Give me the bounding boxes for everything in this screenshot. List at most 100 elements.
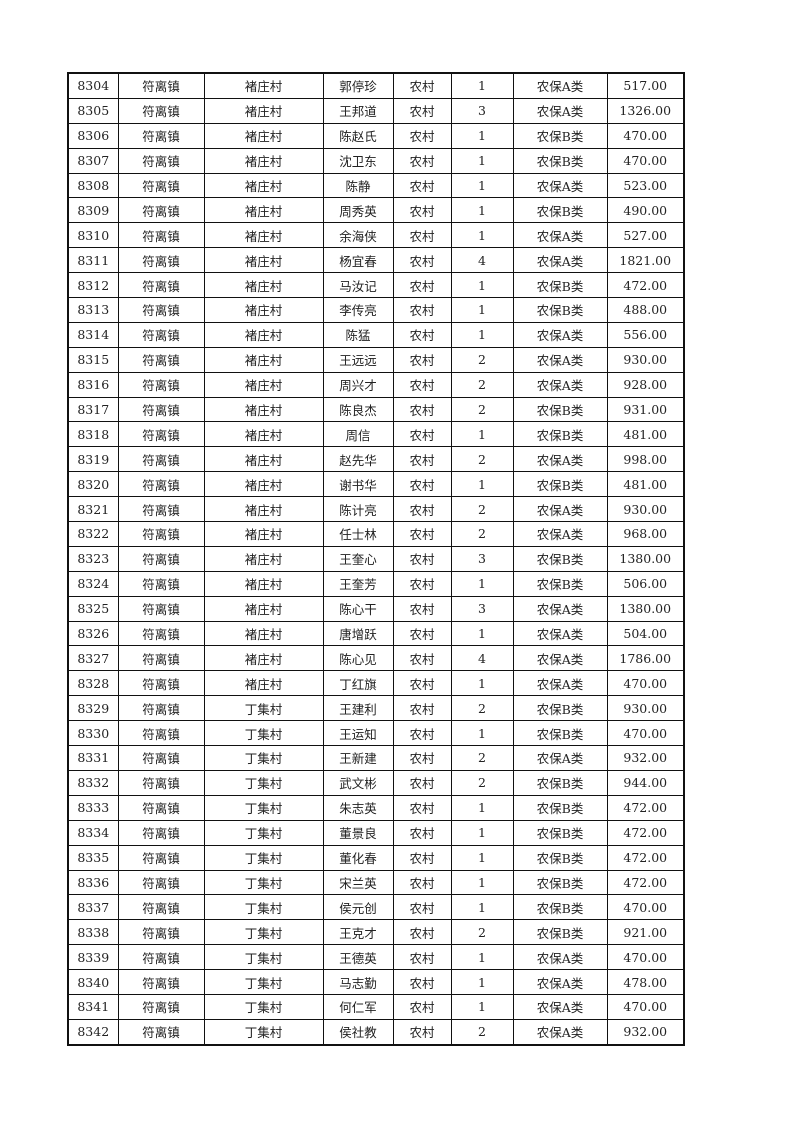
village-cell: 褚庄村: [203, 371, 324, 398]
name-cell: 赵先华: [322, 446, 394, 473]
town-cell: 符离镇: [117, 147, 205, 174]
insurance-category-cell: 农保A类: [512, 620, 608, 647]
serial-number-cell: 8342: [67, 1018, 119, 1046]
name-cell: 陈心干: [322, 595, 394, 622]
amount-cell: 470.00: [606, 147, 685, 174]
insurance-category-cell: 农保B类: [512, 919, 608, 946]
household-type-cell: 农村: [392, 172, 452, 199]
member-count-cell: 1: [450, 147, 514, 174]
table-row: 8309 符离镇 褚庄村 周秀英 农村 1 农保B类 490.00: [67, 197, 685, 224]
amount-cell: 1326.00: [606, 97, 685, 124]
serial-number-cell: 8340: [67, 969, 119, 995]
member-count-cell: 2: [450, 396, 514, 423]
household-type-cell: 农村: [392, 894, 452, 921]
insurance-category-cell: 农保B类: [512, 421, 608, 448]
name-cell: 陈赵氏: [322, 122, 394, 149]
village-cell: 褚庄村: [203, 97, 324, 124]
member-count-cell: 2: [450, 371, 514, 398]
serial-number-cell: 8333: [67, 794, 119, 821]
serial-number-cell: 8337: [67, 894, 119, 921]
serial-number-cell: 8330: [67, 720, 119, 747]
name-cell: 陈心见: [322, 645, 394, 672]
household-type-cell: 农村: [392, 794, 452, 821]
insurance-category-cell: 农保B类: [512, 844, 608, 871]
amount-cell: 472.00: [606, 794, 685, 821]
name-cell: 郭停珍: [322, 72, 394, 99]
amount-cell: 470.00: [606, 720, 685, 747]
town-cell: 符离镇: [117, 446, 205, 473]
serial-number-cell: 8306: [67, 122, 119, 149]
household-type-cell: 农村: [392, 919, 452, 946]
town-cell: 符离镇: [117, 695, 205, 722]
table-row: 8321 符离镇 褚庄村 陈计亮 农村 2 农保A类 930.00: [67, 496, 685, 523]
household-type-cell: 农村: [392, 545, 452, 572]
name-cell: 马志勤: [322, 969, 394, 995]
serial-number-cell: 8325: [67, 595, 119, 622]
amount-cell: 1821.00: [606, 247, 685, 274]
town-cell: 符离镇: [117, 819, 205, 846]
amount-cell: 527.00: [606, 222, 685, 249]
member-count-cell: 1: [450, 620, 514, 647]
serial-number-cell: 8317: [67, 396, 119, 423]
amount-cell: 488.00: [606, 297, 685, 323]
town-cell: 符离镇: [117, 794, 205, 821]
name-cell: 董景良: [322, 819, 394, 846]
town-cell: 符离镇: [117, 670, 205, 697]
amount-cell: 472.00: [606, 819, 685, 846]
household-type-cell: 农村: [392, 769, 452, 796]
table-row: 8330 符离镇 丁集村 王运知 农村 1 农保B类 470.00: [67, 720, 685, 747]
amount-cell: 968.00: [606, 521, 685, 547]
town-cell: 符离镇: [117, 969, 205, 995]
serial-number-cell: 8312: [67, 272, 119, 299]
household-type-cell: 农村: [392, 197, 452, 224]
insurance-category-cell: 农保B类: [512, 794, 608, 821]
household-type-cell: 农村: [392, 695, 452, 722]
member-count-cell: 3: [450, 595, 514, 622]
name-cell: 陈猛: [322, 321, 394, 348]
amount-cell: 470.00: [606, 670, 685, 697]
member-count-cell: 1: [450, 670, 514, 697]
member-count-cell: 1: [450, 794, 514, 821]
amount-cell: 1380.00: [606, 545, 685, 572]
table-row: 8325 符离镇 褚庄村 陈心干 农村 3 农保A类 1380.00: [67, 595, 685, 622]
village-cell: 褚庄村: [203, 122, 324, 149]
table-row: 8329 符离镇 丁集村 王建利 农村 2 农保B类 930.00: [67, 695, 685, 722]
table-row: 8313 符离镇 褚庄村 李传亮 农村 1 农保B类 488.00: [67, 297, 685, 323]
household-type-cell: 农村: [392, 496, 452, 523]
serial-number-cell: 8318: [67, 421, 119, 448]
village-cell: 褚庄村: [203, 222, 324, 249]
table-row: 8304 符离镇 褚庄村 郭停珍 农村 1 农保A类 517.00: [67, 72, 685, 99]
town-cell: 符离镇: [117, 247, 205, 274]
village-cell: 褚庄村: [203, 645, 324, 672]
table-row: 8310 符离镇 褚庄村 余海侠 农村 1 农保A类 527.00: [67, 222, 685, 249]
table-row: 8323 符离镇 褚庄村 王奎心 农村 3 农保B类 1380.00: [67, 545, 685, 572]
village-cell: 丁集村: [203, 769, 324, 796]
name-cell: 丁红旗: [322, 670, 394, 697]
table-row: 8339 符离镇 丁集村 王德英 农村 1 农保A类 470.00: [67, 944, 685, 971]
insurance-category-cell: 农保A类: [512, 446, 608, 473]
name-cell: 武文彬: [322, 769, 394, 796]
member-count-cell: 1: [450, 72, 514, 99]
table-row: 8332 符离镇 丁集村 武文彬 农村 2 农保B类 944.00: [67, 769, 685, 796]
name-cell: 余海侠: [322, 222, 394, 249]
serial-number-cell: 8334: [67, 819, 119, 846]
household-type-cell: 农村: [392, 620, 452, 647]
table-row: 8336 符离镇 丁集村 宋兰英 农村 1 农保B类 472.00: [67, 869, 685, 896]
member-count-cell: 1: [450, 122, 514, 149]
town-cell: 符离镇: [117, 745, 205, 771]
table-row: 8312 符离镇 褚庄村 马汝记 农村 1 农保B类 472.00: [67, 272, 685, 299]
household-type-cell: 农村: [392, 1018, 452, 1046]
village-cell: 褚庄村: [203, 346, 324, 373]
village-cell: 褚庄村: [203, 172, 324, 199]
amount-cell: 932.00: [606, 745, 685, 771]
town-cell: 符离镇: [117, 396, 205, 423]
insurance-category-cell: 农保A类: [512, 172, 608, 199]
member-count-cell: 1: [450, 944, 514, 971]
town-cell: 符离镇: [117, 197, 205, 224]
amount-cell: 930.00: [606, 496, 685, 523]
household-type-cell: 农村: [392, 471, 452, 498]
town-cell: 符离镇: [117, 471, 205, 498]
insurance-category-cell: 农保B类: [512, 396, 608, 423]
table-row: 8334 符离镇 丁集村 董景良 农村 1 农保B类 472.00: [67, 819, 685, 846]
insurance-category-cell: 农保B类: [512, 894, 608, 921]
